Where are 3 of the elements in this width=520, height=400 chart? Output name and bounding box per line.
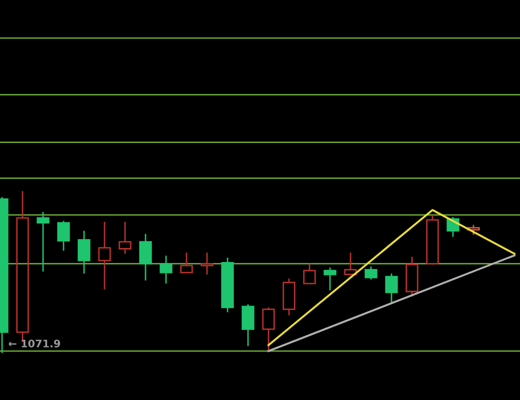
ref-line-label: ← 1071.9 <box>8 340 60 348</box>
candlestick <box>78 230 90 274</box>
candlestick <box>98 221 111 290</box>
